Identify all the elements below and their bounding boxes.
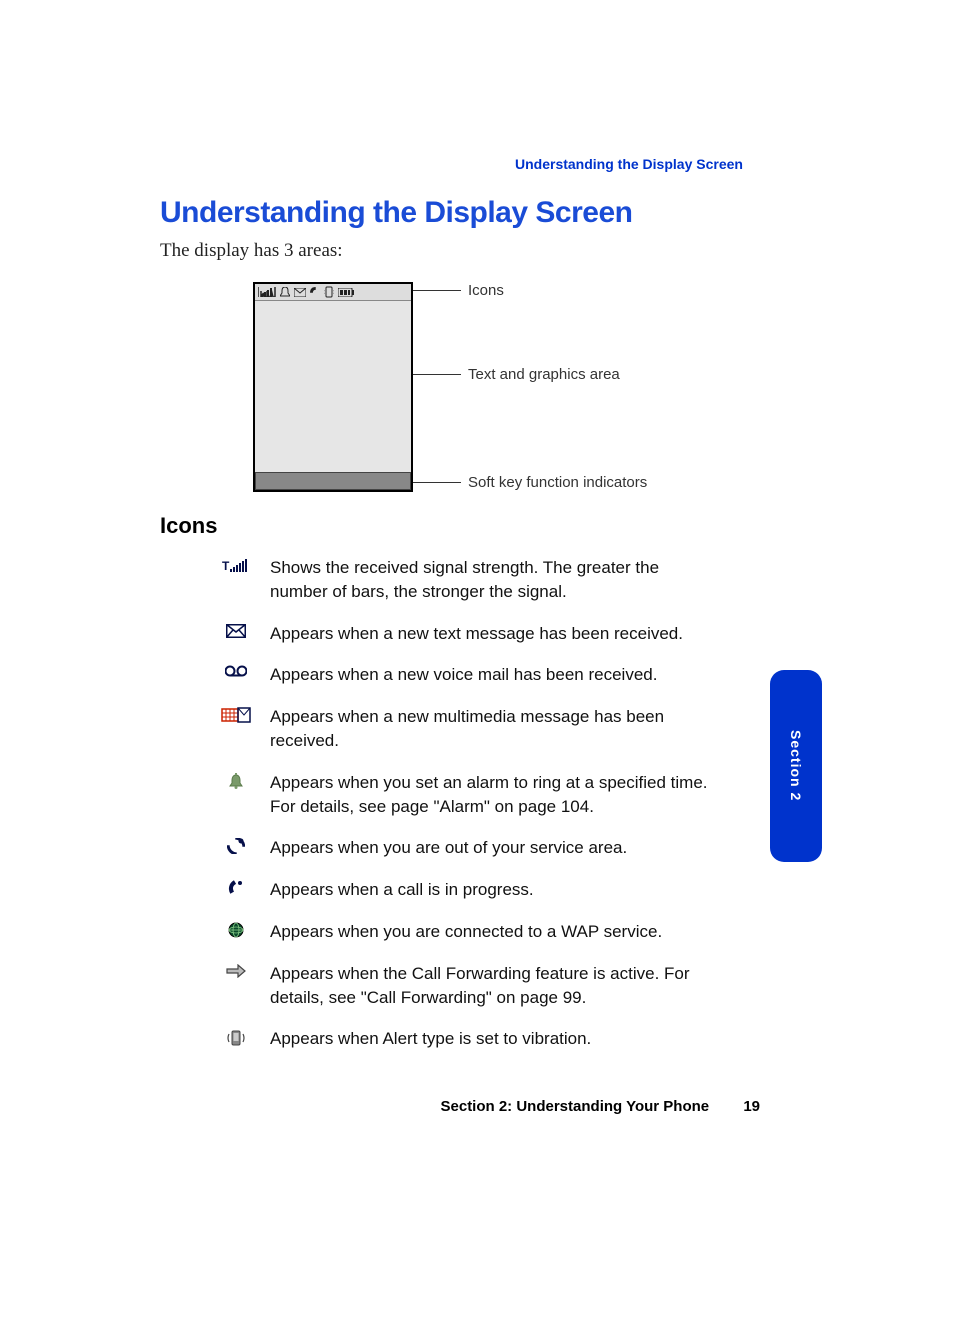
page-footer: Section 2: Understanding Your Phone 19 [160, 1098, 760, 1115]
callout-line [413, 374, 461, 375]
icon-row: Appears when the Call Forwarding feature… [220, 962, 715, 1010]
no-service-icon [220, 836, 252, 854]
display-diagram: Icons Text and graphics area Soft key fu… [253, 282, 683, 496]
icon-desc: Appears when a call is in progress. [270, 878, 534, 902]
icon-desc: Appears when Alert type is set to vibrat… [270, 1027, 591, 1051]
svg-text:T: T [222, 559, 230, 573]
running-head: Understanding the Display Screen [515, 156, 743, 172]
icon-row: Appears when a new multimedia message ha… [220, 705, 715, 753]
icon-row: Appears when you set an alarm to ring at… [220, 771, 715, 819]
vibrate-icon [220, 1027, 252, 1047]
icon-bar [255, 284, 411, 301]
icon-row: Appears when a new voice mail has been r… [220, 663, 715, 687]
signal-icon: T [220, 556, 252, 574]
callout-line [413, 482, 461, 483]
screen-mockup [253, 282, 413, 492]
icon-desc: Appears when a new text message has been… [270, 622, 683, 646]
softkey-bar [255, 472, 411, 490]
wap-icon [220, 920, 252, 938]
callout-softkey-label: Soft key function indicators [468, 474, 647, 491]
icon-desc: Appears when you are out of your service… [270, 836, 627, 860]
icon-desc: Appears when you are connected to a WAP … [270, 920, 662, 944]
callout-text-label: Text and graphics area [468, 366, 620, 383]
page-title: Understanding the Display Screen [160, 196, 632, 230]
section-tab-label: Section 2 [788, 730, 804, 801]
footer-section: Section 2: Understanding Your Phone [441, 1098, 710, 1115]
icon-desc: Appears when you set an alarm to ring at… [270, 771, 715, 819]
icon-list: T Shows the received signal strength. Th… [220, 556, 715, 1069]
icon-desc: Shows the received signal strength. The … [270, 556, 715, 604]
icon-desc: Appears when the Call Forwarding feature… [270, 962, 715, 1010]
alarm-icon [220, 771, 252, 789]
message-icon [220, 622, 252, 638]
icon-row: Appears when you are connected to a WAP … [220, 920, 715, 944]
section-tab: Section 2 [770, 670, 822, 862]
footer-page-number: 19 [743, 1098, 760, 1115]
callout-line [413, 290, 461, 291]
icons-heading: Icons [160, 513, 217, 539]
forwarding-icon [220, 962, 252, 978]
voicemail-icon [220, 663, 252, 677]
icon-row: Appears when a new text message has been… [220, 622, 715, 646]
mms-icon [220, 705, 252, 723]
callout-icons-label: Icons [468, 282, 504, 299]
icon-desc: Appears when a new multimedia message ha… [270, 705, 715, 753]
icon-row: T Shows the received signal strength. Th… [220, 556, 715, 604]
intro-text: The display has 3 areas: [160, 240, 343, 262]
icon-row: Appears when you are out of your service… [220, 836, 715, 860]
icon-desc: Appears when a new voice mail has been r… [270, 663, 657, 687]
icon-row: Appears when a call is in progress. [220, 878, 715, 902]
icon-row: Appears when Alert type is set to vibrat… [220, 1027, 715, 1051]
call-icon [220, 878, 252, 896]
